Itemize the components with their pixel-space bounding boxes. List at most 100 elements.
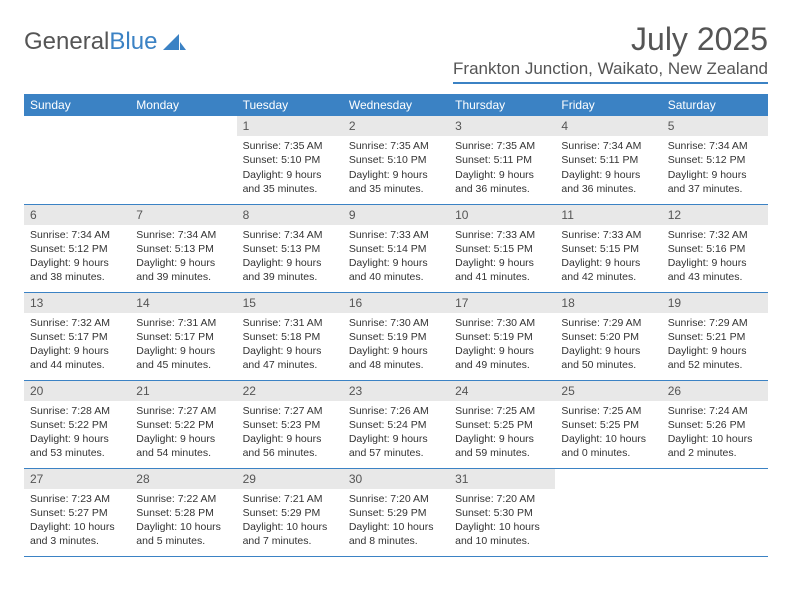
calendar-cell: 21Sunrise: 7:27 AMSunset: 5:22 PMDayligh… <box>130 380 236 468</box>
day-details: Sunrise: 7:31 AMSunset: 5:18 PMDaylight:… <box>237 313 343 377</box>
day-number: 24 <box>449 381 555 401</box>
day-details: Sunrise: 7:28 AMSunset: 5:22 PMDaylight:… <box>24 401 130 465</box>
weekday-header: Friday <box>555 94 661 116</box>
title-block: July 2025 Frankton Junction, Waikato, Ne… <box>453 22 768 84</box>
day-number: 17 <box>449 293 555 313</box>
day-number: 5 <box>662 116 768 136</box>
weekday-row: SundayMondayTuesdayWednesdayThursdayFrid… <box>24 94 768 116</box>
calendar-cell: 27Sunrise: 7:23 AMSunset: 5:27 PMDayligh… <box>24 468 130 556</box>
day-details: Sunrise: 7:27 AMSunset: 5:23 PMDaylight:… <box>237 401 343 465</box>
day-details: Sunrise: 7:33 AMSunset: 5:15 PMDaylight:… <box>449 225 555 289</box>
brand-logo: GeneralBlue <box>24 28 187 56</box>
calendar-cell: 13Sunrise: 7:32 AMSunset: 5:17 PMDayligh… <box>24 292 130 380</box>
calendar-cell: 19Sunrise: 7:29 AMSunset: 5:21 PMDayligh… <box>662 292 768 380</box>
calendar-cell: 15Sunrise: 7:31 AMSunset: 5:18 PMDayligh… <box>237 292 343 380</box>
day-details: Sunrise: 7:20 AMSunset: 5:30 PMDaylight:… <box>449 489 555 553</box>
day-number: 28 <box>130 469 236 489</box>
day-details: Sunrise: 7:33 AMSunset: 5:15 PMDaylight:… <box>555 225 661 289</box>
day-details: Sunrise: 7:23 AMSunset: 5:27 PMDaylight:… <box>24 489 130 553</box>
calendar-head: SundayMondayTuesdayWednesdayThursdayFrid… <box>24 94 768 116</box>
day-details: Sunrise: 7:29 AMSunset: 5:20 PMDaylight:… <box>555 313 661 377</box>
day-details: Sunrise: 7:25 AMSunset: 5:25 PMDaylight:… <box>555 401 661 465</box>
brand-part1: General <box>24 28 109 56</box>
calendar-cell <box>555 468 661 556</box>
day-details: Sunrise: 7:31 AMSunset: 5:17 PMDaylight:… <box>130 313 236 377</box>
day-details: Sunrise: 7:34 AMSunset: 5:12 PMDaylight:… <box>662 136 768 200</box>
calendar-row: 6Sunrise: 7:34 AMSunset: 5:12 PMDaylight… <box>24 204 768 292</box>
day-details: Sunrise: 7:35 AMSunset: 5:10 PMDaylight:… <box>237 136 343 200</box>
calendar-cell: 7Sunrise: 7:34 AMSunset: 5:13 PMDaylight… <box>130 204 236 292</box>
weekday-header: Sunday <box>24 94 130 116</box>
day-details: Sunrise: 7:26 AMSunset: 5:24 PMDaylight:… <box>343 401 449 465</box>
calendar-cell: 14Sunrise: 7:31 AMSunset: 5:17 PMDayligh… <box>130 292 236 380</box>
calendar-cell: 25Sunrise: 7:25 AMSunset: 5:25 PMDayligh… <box>555 380 661 468</box>
day-number: 26 <box>662 381 768 401</box>
calendar-cell <box>662 468 768 556</box>
day-number: 16 <box>343 293 449 313</box>
brand-part2: Blue <box>109 28 157 56</box>
calendar-cell: 1Sunrise: 7:35 AMSunset: 5:10 PMDaylight… <box>237 116 343 204</box>
day-number: 18 <box>555 293 661 313</box>
day-number: 1 <box>237 116 343 136</box>
calendar-cell: 6Sunrise: 7:34 AMSunset: 5:12 PMDaylight… <box>24 204 130 292</box>
day-number: 25 <box>555 381 661 401</box>
day-number: 31 <box>449 469 555 489</box>
weekday-header: Saturday <box>662 94 768 116</box>
day-number: 27 <box>24 469 130 489</box>
day-number: 23 <box>343 381 449 401</box>
calendar-cell: 3Sunrise: 7:35 AMSunset: 5:11 PMDaylight… <box>449 116 555 204</box>
calendar-cell: 17Sunrise: 7:30 AMSunset: 5:19 PMDayligh… <box>449 292 555 380</box>
day-details: Sunrise: 7:22 AMSunset: 5:28 PMDaylight:… <box>130 489 236 553</box>
calendar-cell: 20Sunrise: 7:28 AMSunset: 5:22 PMDayligh… <box>24 380 130 468</box>
calendar-cell: 10Sunrise: 7:33 AMSunset: 5:15 PMDayligh… <box>449 204 555 292</box>
weekday-header: Monday <box>130 94 236 116</box>
brand-sail-icon <box>161 32 187 52</box>
day-details: Sunrise: 7:20 AMSunset: 5:29 PMDaylight:… <box>343 489 449 553</box>
day-number: 20 <box>24 381 130 401</box>
calendar-cell: 2Sunrise: 7:35 AMSunset: 5:10 PMDaylight… <box>343 116 449 204</box>
day-details: Sunrise: 7:30 AMSunset: 5:19 PMDaylight:… <box>343 313 449 377</box>
day-details: Sunrise: 7:33 AMSunset: 5:14 PMDaylight:… <box>343 225 449 289</box>
day-number: 4 <box>555 116 661 136</box>
calendar-row: 13Sunrise: 7:32 AMSunset: 5:17 PMDayligh… <box>24 292 768 380</box>
header: GeneralBlue July 2025 Frankton Junction,… <box>24 22 768 84</box>
calendar-cell: 5Sunrise: 7:34 AMSunset: 5:12 PMDaylight… <box>662 116 768 204</box>
weekday-header: Tuesday <box>237 94 343 116</box>
day-number: 13 <box>24 293 130 313</box>
calendar-body: 1Sunrise: 7:35 AMSunset: 5:10 PMDaylight… <box>24 116 768 556</box>
day-details: Sunrise: 7:35 AMSunset: 5:11 PMDaylight:… <box>449 136 555 200</box>
day-number: 3 <box>449 116 555 136</box>
calendar-cell: 4Sunrise: 7:34 AMSunset: 5:11 PMDaylight… <box>555 116 661 204</box>
day-details: Sunrise: 7:34 AMSunset: 5:11 PMDaylight:… <box>555 136 661 200</box>
calendar-cell: 26Sunrise: 7:24 AMSunset: 5:26 PMDayligh… <box>662 380 768 468</box>
weekday-header: Wednesday <box>343 94 449 116</box>
day-number: 21 <box>130 381 236 401</box>
day-details: Sunrise: 7:32 AMSunset: 5:16 PMDaylight:… <box>662 225 768 289</box>
day-details: Sunrise: 7:32 AMSunset: 5:17 PMDaylight:… <box>24 313 130 377</box>
location-label: Frankton Junction, Waikato, New Zealand <box>453 59 768 84</box>
calendar-cell: 12Sunrise: 7:32 AMSunset: 5:16 PMDayligh… <box>662 204 768 292</box>
month-title: July 2025 <box>453 22 768 57</box>
day-details: Sunrise: 7:29 AMSunset: 5:21 PMDaylight:… <box>662 313 768 377</box>
calendar-cell: 11Sunrise: 7:33 AMSunset: 5:15 PMDayligh… <box>555 204 661 292</box>
day-details: Sunrise: 7:34 AMSunset: 5:13 PMDaylight:… <box>130 225 236 289</box>
day-details: Sunrise: 7:27 AMSunset: 5:22 PMDaylight:… <box>130 401 236 465</box>
day-number: 10 <box>449 205 555 225</box>
calendar-cell: 28Sunrise: 7:22 AMSunset: 5:28 PMDayligh… <box>130 468 236 556</box>
day-number: 9 <box>343 205 449 225</box>
calendar-cell <box>24 116 130 204</box>
calendar-cell: 18Sunrise: 7:29 AMSunset: 5:20 PMDayligh… <box>555 292 661 380</box>
calendar-cell: 8Sunrise: 7:34 AMSunset: 5:13 PMDaylight… <box>237 204 343 292</box>
calendar-cell: 24Sunrise: 7:25 AMSunset: 5:25 PMDayligh… <box>449 380 555 468</box>
calendar-cell: 23Sunrise: 7:26 AMSunset: 5:24 PMDayligh… <box>343 380 449 468</box>
day-number: 30 <box>343 469 449 489</box>
calendar-cell: 16Sunrise: 7:30 AMSunset: 5:19 PMDayligh… <box>343 292 449 380</box>
day-details: Sunrise: 7:35 AMSunset: 5:10 PMDaylight:… <box>343 136 449 200</box>
day-number: 12 <box>662 205 768 225</box>
weekday-header: Thursday <box>449 94 555 116</box>
day-number: 7 <box>130 205 236 225</box>
calendar-table: SundayMondayTuesdayWednesdayThursdayFrid… <box>24 94 768 557</box>
day-number: 15 <box>237 293 343 313</box>
day-number: 14 <box>130 293 236 313</box>
day-details: Sunrise: 7:34 AMSunset: 5:12 PMDaylight:… <box>24 225 130 289</box>
